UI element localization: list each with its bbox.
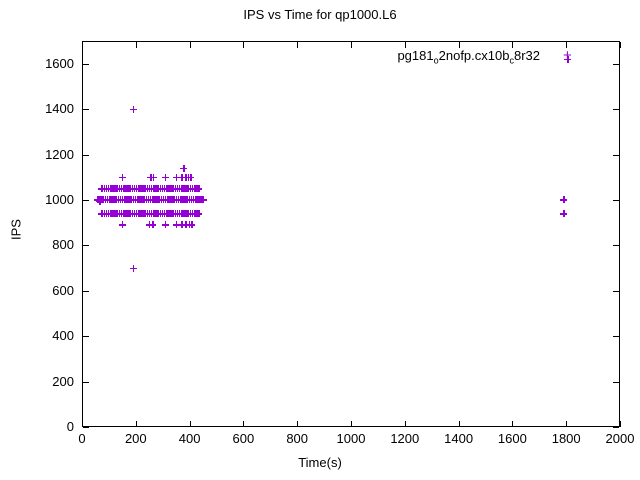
data-point: [172, 221, 180, 229]
data-point: [180, 164, 188, 172]
y-tick-label: 1400: [45, 101, 74, 117]
x-tick-label: 1600: [497, 431, 527, 446]
data-point: [96, 197, 104, 205]
y-tick-mark-right: [613, 154, 619, 156]
x-tick-mark: [620, 421, 621, 427]
x-tick-mark: [135, 421, 137, 427]
y-tick-label: 1000: [45, 191, 74, 207]
legend-label: pg181o2nofp.cx10bc8r32: [300, 48, 540, 66]
y-tick-label: 800: [52, 237, 74, 253]
x-tick-mark-top: [189, 42, 191, 48]
y-tick-mark-right: [613, 109, 619, 111]
x-tick-mark-top: [351, 42, 352, 48]
y-tick-mark: [83, 427, 89, 428]
x-tick-label: 1000: [336, 431, 366, 446]
x-tick-mark: [351, 421, 352, 427]
y-tick-label: 400: [52, 328, 74, 344]
y-tick-label: 1600: [45, 55, 74, 71]
y-tick-mark-right: [613, 63, 619, 65]
x-tick-label: 0: [78, 431, 86, 446]
x-tick-mark: [243, 421, 245, 427]
plot-frame: [82, 41, 620, 427]
y-tick-label: 600: [52, 282, 74, 298]
data-points-layer: [82, 41, 620, 427]
data-point: [149, 173, 157, 181]
x-tick-label: 1400: [444, 431, 474, 446]
x-tick-mark-top: [458, 42, 460, 48]
data-point: [564, 55, 572, 63]
y-tick-mark: [83, 154, 89, 156]
y-tick-mark: [83, 290, 89, 292]
data-point: [172, 173, 180, 181]
data-point: [161, 221, 169, 229]
x-tick-label: 200: [124, 431, 147, 446]
y-tick-mark-right: [613, 427, 619, 428]
y-tick-label: 1200: [45, 146, 74, 162]
x-tick-mark: [297, 421, 299, 427]
x-tick-label: 800: [286, 431, 309, 446]
x-tick-mark-top: [404, 42, 406, 48]
x-tick-mark-top: [620, 42, 621, 48]
data-point: [129, 105, 137, 113]
data-point: [560, 210, 567, 218]
data-point: [161, 173, 169, 181]
data-point: [129, 264, 137, 272]
y-tick-mark: [83, 245, 89, 247]
y-tick-mark: [83, 336, 89, 338]
x-axis-label: Time(s): [298, 455, 342, 470]
x-tick-label: 2000: [605, 431, 635, 446]
y-tick-mark: [83, 109, 89, 111]
x-tick-mark: [189, 421, 191, 427]
x-tick-mark: [458, 421, 460, 427]
y-tick-mark-right: [613, 381, 619, 383]
y-tick-mark-right: [613, 336, 619, 338]
data-point: [188, 221, 196, 229]
x-tick-mark: [404, 421, 406, 427]
x-tick-mark-top: [135, 42, 137, 48]
x-tick-mark: [82, 421, 83, 427]
legend-series-name: pg181o2nofp.cx10bc8r32: [397, 48, 540, 66]
chart-title: IPS vs Time for qp1000.L6: [243, 7, 397, 22]
data-point: [148, 221, 156, 229]
data-point: [195, 210, 203, 218]
y-tick-mark-right: [613, 199, 619, 201]
y-tick-mark: [83, 199, 89, 201]
data-point: [178, 221, 186, 229]
data-point: [560, 196, 567, 204]
y-tick-mark: [83, 381, 89, 383]
y-tick-mark-right: [613, 245, 619, 247]
data-point: [199, 196, 207, 204]
x-tick-label: 600: [232, 431, 255, 446]
x-tick-mark-top: [566, 42, 568, 48]
x-tick-mark-top: [243, 42, 245, 48]
y-tick-label: 200: [52, 373, 74, 389]
x-tick-mark-top: [297, 42, 299, 48]
x-tick-label: 1800: [551, 431, 581, 446]
x-tick-label: 400: [178, 431, 201, 446]
x-tick-label: 1200: [390, 431, 420, 446]
data-point: [187, 173, 195, 181]
data-point: [118, 221, 126, 229]
y-tick-mark: [83, 63, 89, 65]
x-tick-mark: [512, 421, 514, 427]
x-tick-mark-top: [512, 42, 514, 48]
x-tick-mark-top: [82, 42, 83, 48]
data-point: [118, 173, 126, 181]
data-point: [195, 185, 203, 193]
y-tick-label: 0: [66, 419, 74, 434]
legend-marker-icon: +: [563, 47, 572, 64]
x-tick-mark: [566, 421, 568, 427]
y-tick-mark-right: [613, 290, 619, 292]
data-point: [178, 173, 186, 181]
